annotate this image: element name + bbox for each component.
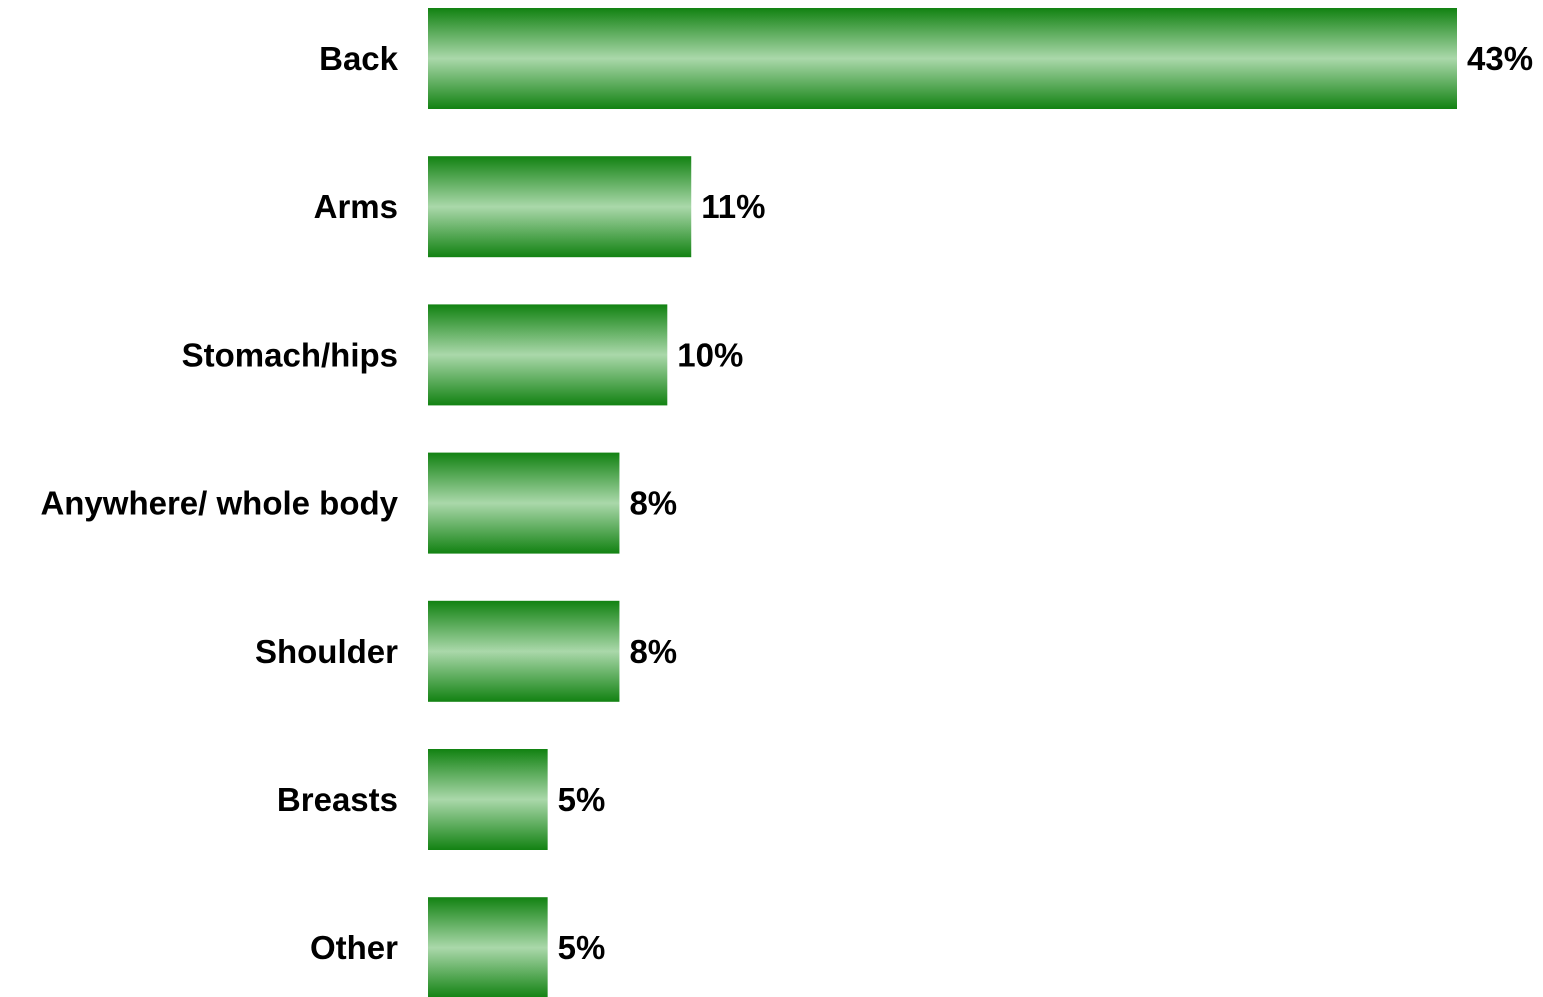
bar-back <box>428 8 1457 109</box>
category-label-stomach-hips: Stomach/hips <box>182 336 398 373</box>
bar-group-anywhere-whole-body: Anywhere/ whole body 8% <box>40 452 677 554</box>
bar-group-breasts: Breasts 5% <box>277 749 605 850</box>
bar-group-back: Back 43% <box>319 8 1533 109</box>
value-label-back: 43% <box>1467 40 1533 77</box>
bars-layer: Back 43% Arms 11% Stomach/hips 10% Anywhere/ w… <box>40 8 1533 997</box>
value-label-other: 5% <box>558 929 606 966</box>
bar-group-shoulder: Shoulder 8% <box>255 600 677 702</box>
value-label-anywhere-whole-body: 8% <box>629 485 677 522</box>
bar-stomach-hips <box>428 304 668 406</box>
bar-shoulder <box>428 600 620 702</box>
bar-arms <box>428 156 692 258</box>
value-label-stomach-hips: 10% <box>677 336 743 373</box>
category-label-shoulder: Shoulder <box>255 633 398 670</box>
bar-group-stomach-hips: Stomach/hips 10% <box>182 304 743 406</box>
category-label-other: Other <box>310 929 398 966</box>
category-label-anywhere-whole-body: Anywhere/ whole body <box>40 485 398 522</box>
value-label-breasts: 5% <box>558 781 606 818</box>
value-label-arms: 11% <box>701 188 765 225</box>
bar-group-arms: Arms 11% <box>314 156 765 258</box>
category-label-breasts: Breasts <box>277 781 398 818</box>
bar-group-other: Other 5% <box>310 897 605 997</box>
category-label-arms: Arms <box>314 188 398 225</box>
category-label-back: Back <box>319 40 399 77</box>
bar-breasts <box>428 749 548 850</box>
value-label-shoulder: 8% <box>629 633 677 670</box>
bar-anywhere-whole-body <box>428 452 620 554</box>
bar-other <box>428 897 548 997</box>
